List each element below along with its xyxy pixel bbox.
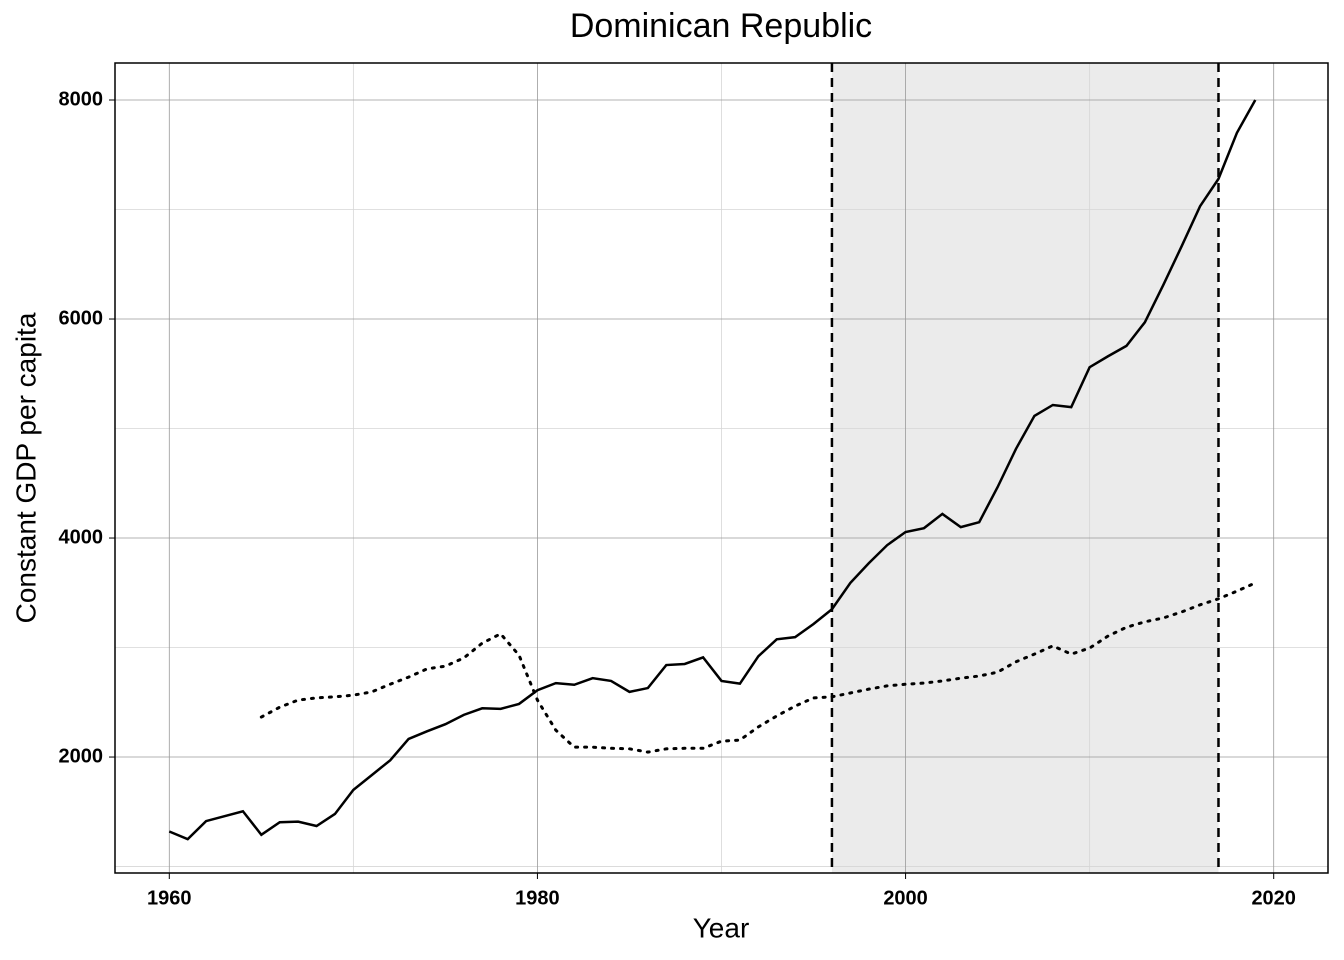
plot-border	[114, 62, 1329, 874]
y-axis-title: Constant GDP per capita	[10, 312, 41, 623]
y-tick-label: 2000	[59, 745, 104, 767]
x-axis-title: Year	[693, 912, 750, 943]
x-tick-label: 2000	[883, 887, 928, 909]
x-tick-label: 1980	[515, 887, 560, 909]
shaded-region	[831, 63, 1219, 873]
y-tick-label: 8000	[59, 88, 104, 110]
x-tick-label: 1960	[147, 887, 192, 909]
data-line	[259, 581, 1257, 754]
data-line	[168, 99, 1257, 841]
chart-title: Dominican Republic	[570, 7, 872, 45]
y-tick-label: 4000	[59, 526, 104, 548]
x-tick-label: 2020	[1251, 887, 1296, 909]
y-tick-label: 6000	[59, 307, 104, 329]
